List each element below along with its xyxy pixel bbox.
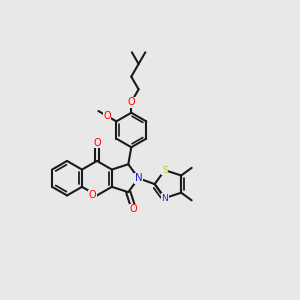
Text: O: O	[88, 190, 96, 200]
Text: S: S	[162, 166, 168, 175]
Text: N: N	[135, 173, 142, 183]
Text: O: O	[103, 111, 111, 121]
Text: O: O	[128, 97, 135, 107]
Text: O: O	[130, 204, 138, 214]
Text: N: N	[161, 194, 168, 202]
Text: O: O	[93, 138, 101, 148]
